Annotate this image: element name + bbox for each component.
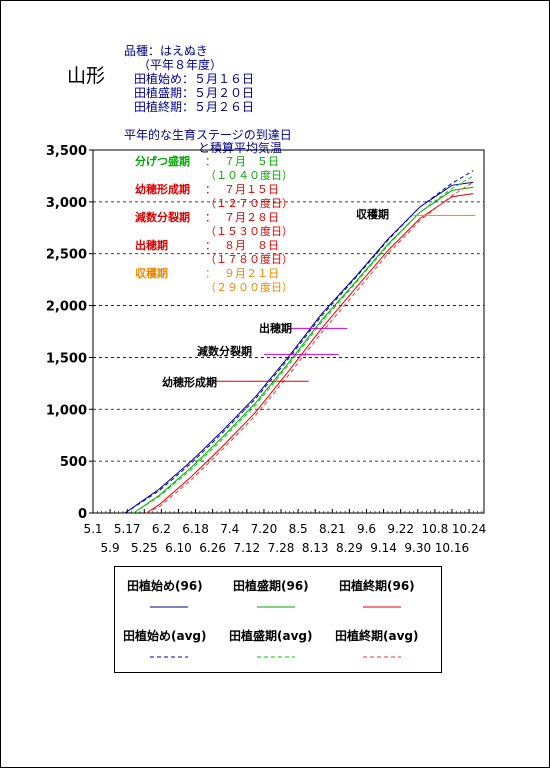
series-line-0 xyxy=(124,181,474,514)
stage-date: ９月２１日 xyxy=(224,267,279,280)
x-tick-label: 8.29 xyxy=(336,541,363,555)
stage-date: ７月２８日 xyxy=(224,211,279,224)
variety-label: 品種：はえぬき xyxy=(124,44,208,58)
x-tick-label: 8.21 xyxy=(319,522,346,536)
x-tick-label: 10.8 xyxy=(421,522,448,536)
stage-separator: ： xyxy=(205,239,216,252)
stage-temp: （２９００度日） xyxy=(205,280,293,294)
plant-start-label: 田植始め：５月１６日 xyxy=(134,72,255,86)
prefecture-title: 山形 xyxy=(67,65,106,87)
stage-separator: ： xyxy=(205,183,216,196)
x-tick-label: 8.13 xyxy=(302,541,329,555)
x-tick-label: 6.10 xyxy=(165,541,192,555)
y-tick-label: 2,000 xyxy=(46,300,87,315)
legend-label-4: 田植盛期(avg) xyxy=(229,629,313,643)
stage-temp: （１５３０度日） xyxy=(205,224,293,238)
y-tick-label: 0 xyxy=(78,507,87,522)
stage-temp: （１０４０度日） xyxy=(205,168,293,182)
stage-name: 幼穂形成期 xyxy=(135,182,190,196)
x-tick-label: 6.2 xyxy=(152,522,171,536)
stage-separator: ： xyxy=(205,211,216,224)
x-tick-label: 7.12 xyxy=(233,541,260,555)
plant-peak-label: 田植盛期：５月２０日 xyxy=(134,86,255,100)
x-tick-label: 10.16 xyxy=(435,541,469,555)
x-tick-label: 5.1 xyxy=(83,522,102,536)
stage-marker-label: 減数分裂期 xyxy=(197,344,252,358)
stage-name: 減数分裂期 xyxy=(135,210,190,224)
series-line-5 xyxy=(146,181,474,514)
y-tick-label: 500 xyxy=(60,455,87,470)
x-tick-label: 5.17 xyxy=(114,522,141,536)
y-tick-label: 3,500 xyxy=(46,144,87,159)
stage-name: 分げつ盛期 xyxy=(135,154,190,168)
x-tick-label: 9.14 xyxy=(370,541,397,555)
stage-date: ８月 ８日 xyxy=(224,239,279,252)
stage-marker-label: 出穂期 xyxy=(259,321,292,335)
x-tick-label: 5.9 xyxy=(101,541,120,555)
y-tick-label: 1,500 xyxy=(46,351,87,366)
legend-box: 田植始め(96) 田植盛期(96) 田植終期(96) 田植始め(avg) 田植盛… xyxy=(114,566,442,673)
legend-label-5: 田植終期(avg) xyxy=(335,629,419,643)
series-line-1 xyxy=(133,186,474,514)
stage-separator: ： xyxy=(205,155,216,168)
y-tick-label: 3,000 xyxy=(46,196,87,211)
legend-label-3: 田植始め(avg) xyxy=(123,629,207,643)
caption-line-1: 平年的な生育ステージの到達日 xyxy=(124,128,292,142)
legend-label-2: 田植終期(96) xyxy=(339,579,415,593)
stage-date: ７月 ５日 xyxy=(224,155,279,168)
stage-temp: （１７８０度日） xyxy=(205,252,293,266)
x-tick-label: 9.22 xyxy=(387,522,414,536)
plant-end-label: 田植終期：５月２６日 xyxy=(134,100,255,114)
x-tick-label: 8.5 xyxy=(289,522,308,536)
x-tick-label: 9.6 xyxy=(357,522,376,536)
y-tick-label: 1,000 xyxy=(46,403,87,418)
stage-marker-label: 収穫期 xyxy=(356,207,389,221)
x-tick-label: 7.28 xyxy=(268,541,295,555)
series-line-4 xyxy=(133,175,474,514)
x-tick-label: 7.20 xyxy=(251,522,278,536)
stage-name: 収穫期 xyxy=(135,266,168,280)
stage-date: ７月１５日 xyxy=(224,183,279,196)
x-tick-label: 7.4 xyxy=(220,522,239,536)
stage-temp: （１２７０度日） xyxy=(205,196,293,210)
stage-name: 出穂期 xyxy=(135,238,168,252)
x-tick-label: 6.18 xyxy=(182,522,209,536)
y-tick-label: 2,500 xyxy=(46,248,87,263)
stage-marker-label: 幼穂形成期 xyxy=(162,375,217,389)
x-tick-label: 9.30 xyxy=(404,541,431,555)
x-tick-label: 5.25 xyxy=(131,541,158,555)
series-line-3 xyxy=(124,170,474,514)
caption-line-2: と積算平均気温 xyxy=(198,141,283,155)
legend-label-0: 田植始め(96) xyxy=(127,579,203,593)
stage-separator: ： xyxy=(205,267,216,280)
x-tick-label: 6.26 xyxy=(199,541,226,555)
legend-label-1: 田植盛期(96) xyxy=(233,579,309,593)
year-label: （平年８年度） xyxy=(138,58,223,72)
plot-frame xyxy=(92,149,485,514)
x-tick-label: 10.24 xyxy=(452,522,486,536)
